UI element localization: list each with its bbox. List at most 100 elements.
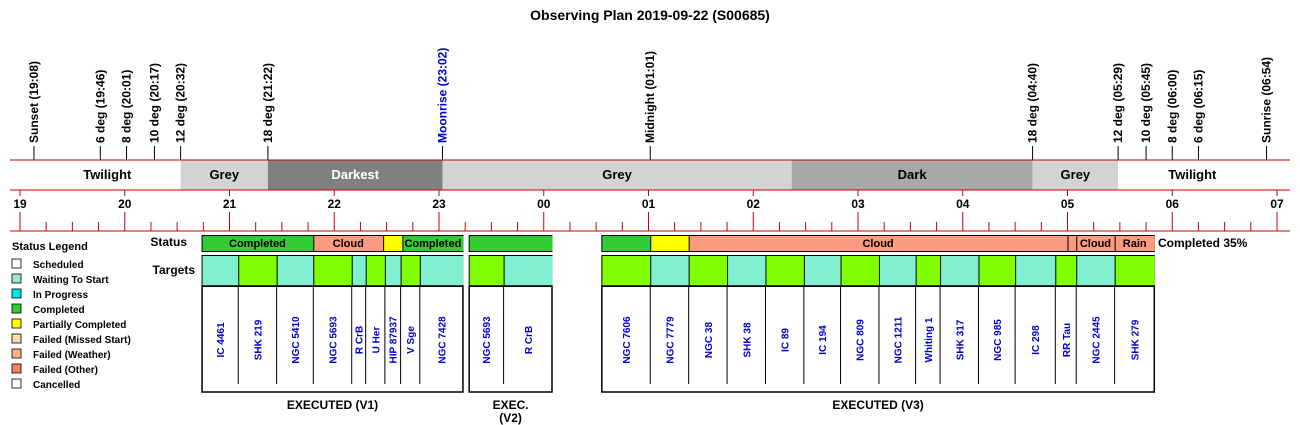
status-row-label: Status [150, 235, 187, 249]
target-name: IC 194 [818, 325, 829, 355]
hour-tick-label: 06 [1166, 197, 1180, 211]
block-label: EXECUTED (V1) [287, 398, 378, 412]
target-segment [385, 256, 401, 286]
target-segment [366, 256, 385, 286]
event-label: 8 deg (06:00) [1165, 70, 1179, 143]
sky-band-label: Twilight [83, 167, 132, 182]
target-segment [879, 256, 916, 286]
legend-swatch [11, 273, 22, 284]
status-segment [1115, 236, 1155, 251]
event-label: 12 deg (05:29) [1111, 63, 1125, 143]
target-segment [804, 256, 841, 286]
target-segment [352, 256, 366, 286]
target-segment [979, 256, 1016, 286]
target-name: HIP 87937 [389, 316, 400, 364]
legend-swatch [11, 333, 22, 344]
legend-title: Status Legend [12, 241, 88, 253]
hour-tick-label: 05 [1061, 197, 1075, 211]
status-segment [651, 236, 689, 251]
chart-title: Observing Plan 2019-09-22 (S00685) [530, 7, 770, 23]
event-label: 6 deg (19:46) [93, 70, 107, 143]
target-segment [239, 256, 277, 286]
execution-blocks: Completed Cloud Completed IC 4461 SHK 219 NGC… [201, 235, 1156, 425]
sky-band-label: Dark [898, 167, 928, 182]
target-name: SHK 219 [253, 319, 264, 360]
legend-swatch [11, 363, 22, 374]
target-segment [766, 256, 804, 286]
event-markers: Sunset (19:08) 6 deg (19:46) 8 deg (20:01)… [27, 48, 1274, 190]
status-segment-label: Completed [229, 238, 286, 250]
target-segment [469, 256, 504, 286]
hour-tick-label: 00 [537, 197, 551, 211]
legend-label: Scheduled [33, 260, 84, 271]
status-segment [602, 236, 651, 251]
sky-band [267, 160, 443, 190]
target-segment [602, 256, 651, 286]
legend-label: Partially Completed [33, 320, 126, 331]
hour-tick-label: 20 [118, 197, 132, 211]
target-name: SHK 279 [1131, 319, 1142, 360]
target-segment [1056, 256, 1077, 286]
status-segment [384, 236, 403, 251]
target-name: NGC 7779 [665, 316, 676, 364]
event-label: Sunset (19:08) [27, 61, 41, 143]
sky-band-label: Grey [602, 167, 632, 182]
target-segment [651, 256, 689, 286]
sky-band [1118, 160, 1267, 190]
legend-swatch [11, 303, 22, 314]
status-segment-label: Rain [1123, 238, 1147, 250]
status-segment [469, 236, 553, 251]
target-name: NGC 5410 [291, 316, 302, 364]
event-label: Midnight (01:01) [643, 51, 657, 143]
target-name: R CrB [355, 326, 366, 354]
names-frame [201, 285, 464, 393]
target-segment [1115, 256, 1155, 286]
legend-label: In Progress [33, 290, 88, 301]
legend-swatch [11, 318, 22, 329]
target-name: Whiting 1 [924, 317, 935, 362]
legend-swatch [11, 288, 22, 299]
status-segment-label: Cloud [862, 238, 893, 250]
event-label: 18 deg (21:22) [261, 63, 275, 143]
status-segment-label: Cloud [333, 238, 364, 250]
target-name: NGC 7428 [438, 316, 449, 364]
event-label: Moonrise (23:02) [435, 48, 449, 143]
sky-band [442, 160, 792, 190]
target-name: R CrB [524, 326, 535, 354]
legend-label: Waiting To Start [33, 275, 109, 286]
event-label: Sunrise (06:54) [1260, 57, 1274, 143]
target-name: NGC 5693 [482, 316, 493, 364]
legend-swatch [11, 258, 22, 269]
names-frame [468, 285, 553, 393]
target-segment [941, 256, 979, 286]
target-name: IC 298 [1031, 325, 1042, 355]
status-legend: Status Legend Scheduled Waiting To Start In… [11, 241, 131, 391]
execution-block: NGC 5693 R CrB EXEC.(V2) [468, 235, 553, 425]
legend-label: Cancelled [33, 380, 80, 391]
hour-tick-label: 22 [328, 197, 342, 211]
target-segment [841, 256, 879, 286]
target-segment [314, 256, 352, 286]
target-name: RR Tau [1062, 323, 1073, 357]
target-segment [277, 256, 314, 286]
legend-label: Completed [33, 305, 85, 316]
hour-tick-label: 19 [13, 197, 27, 211]
target-name: IC 89 [781, 328, 792, 352]
status-segment-label: Completed [404, 238, 461, 250]
status-segment [689, 236, 1068, 251]
legend-swatch [11, 348, 22, 359]
status-segment [202, 236, 314, 251]
target-segment [728, 256, 766, 286]
target-segment [689, 256, 728, 286]
sky-band-label: Twilight [1168, 167, 1217, 182]
event-label: 6 deg (06:15) [1191, 70, 1205, 143]
target-name: SHK 317 [955, 319, 966, 360]
sky-band [1032, 160, 1119, 190]
target-segment [202, 256, 239, 286]
legend-label: Failed (Missed Start) [33, 335, 131, 346]
legend-label: Failed (Weather) [33, 350, 111, 361]
block-label: EXEC. [493, 398, 529, 412]
target-name: V Sge [406, 326, 417, 354]
hour-tick-label: 07 [1270, 197, 1284, 211]
